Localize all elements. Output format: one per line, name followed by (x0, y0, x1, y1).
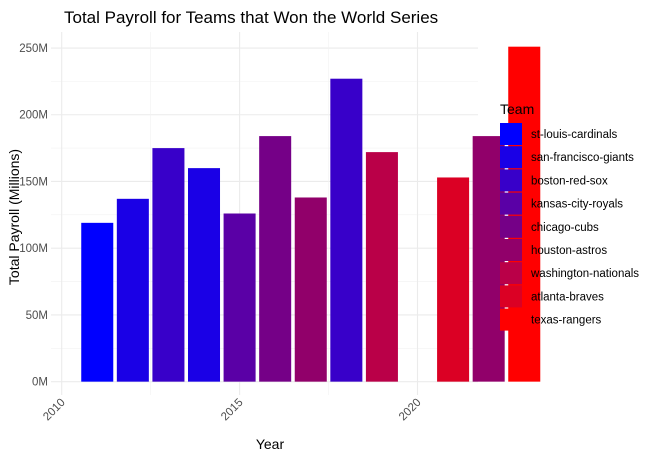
y-tick-label: 200M (19, 110, 48, 122)
legend-label-kansas-city-royals: kansas-city-royals (531, 199, 623, 211)
legend-label-chicago-cubs: chicago-cubs (531, 222, 599, 234)
chart-title: Total Payroll for Teams that Won the Wor… (64, 8, 438, 27)
legend-swatch-houston-astros (500, 239, 522, 261)
y-tick-label: 150M (19, 176, 48, 188)
y-tick-label: 250M (19, 43, 48, 55)
legend-label-atlanta-braves: atlanta-braves (531, 291, 604, 303)
legend-swatch-washington-nationals (500, 262, 522, 285)
legend-label-boston-red-sox: boston-red-sox (531, 175, 608, 187)
x-tick-label: 2010 (41, 397, 68, 424)
legend-swatch-atlanta-braves (500, 285, 522, 308)
y-tick-label: 0M (32, 377, 48, 389)
y-tick-label: 100M (19, 243, 48, 255)
bar-2018 (330, 78, 363, 382)
bar-2021 (437, 177, 470, 382)
legend-title: Team (500, 101, 534, 117)
bar-2012 (116, 198, 149, 382)
x-axis-ticks: 2010 2015 2020 (41, 397, 423, 424)
x-axis-title: Year (256, 436, 285, 452)
bars (81, 46, 541, 382)
legend-swatch-chicago-cubs (500, 215, 522, 238)
x-tick-label: 2015 (219, 397, 246, 424)
bar-2017 (294, 197, 327, 382)
y-axis-title: Total Payroll (Millions) (6, 149, 22, 285)
legend-label-washington-nationals: washington-nationals (530, 268, 639, 280)
bar-2019 (365, 152, 398, 382)
legend-label-st-louis-cardinals: st-louis-cardinals (531, 129, 618, 141)
legend-swatch-st-louis-cardinals (500, 123, 522, 145)
legend-swatch-san-francisco-giants (500, 146, 522, 169)
legend-label-houston-astros: houston-astros (531, 245, 607, 257)
legend-label-texas-rangers: texas-rangers (531, 315, 602, 327)
bar-2014 (187, 168, 221, 382)
x-tick-label: 2020 (397, 397, 424, 424)
bar-2022 (472, 136, 505, 382)
bar-2016 (259, 136, 292, 382)
bar-2011 (81, 222, 114, 382)
y-axis-ticks: 0M 50M 100M 150M 200M 250M (19, 43, 48, 389)
legend-swatch-texas-rangers (500, 308, 522, 331)
bar-2013 (152, 148, 185, 382)
bar-2015 (223, 213, 256, 382)
legend-label-san-francisco-giants: san-francisco-giants (531, 152, 634, 164)
legend: Team st-louis-cardinals san-francisco-gia… (500, 101, 639, 331)
y-tick-label: 50M (26, 310, 48, 322)
legend-swatch-kansas-city-royals (500, 192, 522, 215)
legend-swatch-boston-red-sox (500, 169, 522, 192)
